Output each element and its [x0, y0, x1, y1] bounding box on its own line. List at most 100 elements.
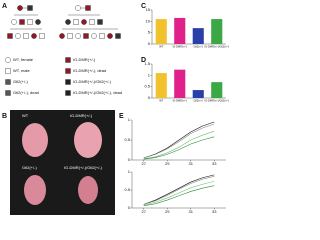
series-line — [143, 174, 215, 205]
legend-symbol — [5, 57, 11, 63]
embryo-label: WT — [22, 113, 29, 118]
y-tick-label: 1 — [148, 72, 151, 77]
legend-symbol — [65, 68, 71, 74]
embryo — [24, 175, 46, 205]
series-line — [143, 176, 215, 205]
x-tick-label: IG-DMR(+/-) — [173, 99, 187, 103]
panel-label: D — [141, 57, 146, 64]
legend-label: IG-DMR(+/-)/Gtl2(+/-), dead — [73, 90, 122, 95]
pedigree-male — [39, 33, 45, 39]
x-tick-label: IG-DMR(+/-)/Gtl2(+/-) — [204, 99, 229, 103]
bar — [155, 73, 167, 98]
panel-label: E — [119, 113, 124, 120]
x-tick-label: 33 — [212, 209, 217, 214]
pedigree-male — [99, 33, 105, 39]
y-tick-label: 1.5 — [144, 61, 150, 66]
pedigree-male — [67, 33, 73, 39]
pedigree-male — [73, 19, 79, 25]
pedigree-female — [31, 33, 37, 39]
bar — [192, 90, 204, 98]
bar — [211, 82, 223, 98]
series-line — [143, 121, 215, 159]
y-tick-label: 1 — [128, 169, 131, 174]
pedigree-male — [97, 19, 103, 25]
embryo — [74, 122, 102, 158]
panel-label: A — [2, 3, 7, 10]
pedigree-male — [89, 19, 95, 25]
x-tick-label: 31 — [189, 161, 194, 166]
legend-symbol — [65, 79, 71, 85]
pedigree-female — [17, 5, 23, 11]
legend-label: IG-DMR(+/-), dead — [73, 68, 106, 73]
x-tick-label: IG-DMR(+/-)/Gtl2(+/-) — [204, 45, 229, 49]
x-tick-label: Gtl2(+/-) — [193, 99, 203, 103]
embryo-label: Gtl2(+/-) — [22, 165, 37, 170]
y-tick-label: 0 — [128, 157, 131, 162]
legend-label: WT, female — [13, 57, 34, 62]
pedigree-female — [81, 19, 87, 25]
x-tick-label: 29 — [165, 161, 170, 166]
pedigree-female — [107, 33, 113, 39]
legend-symbol — [65, 90, 71, 96]
legend-symbol — [65, 57, 71, 63]
pedigree-male — [83, 33, 89, 39]
pedigree-male — [23, 33, 29, 39]
legend-label: Gtl2(+/-) — [13, 79, 28, 84]
x-tick-label: IG-DMR(+/-) — [173, 45, 187, 49]
pedigree-male — [19, 19, 25, 25]
legend-symbol — [5, 68, 11, 74]
x-tick-label: 27 — [142, 209, 147, 214]
figure: A B C D E WT IG-DMR(+/-) Gtl2(+/-) IG-DM… — [2, 3, 229, 215]
series-line — [143, 181, 215, 206]
y-tick-label: 0.5 — [124, 187, 130, 192]
x-tick-label: WT — [159, 45, 163, 49]
series-line — [143, 130, 215, 160]
pedigree-male — [27, 19, 33, 25]
y-tick-label: 0.5 — [124, 137, 130, 142]
pedigree-female — [91, 33, 97, 39]
photo-bg — [10, 110, 115, 215]
embryo — [22, 123, 48, 157]
y-tick-label: 0.5 — [144, 84, 150, 89]
embryo-label: IG-DMR(+/-)/Gtl2(+/-) — [64, 165, 103, 170]
pedigree-male — [27, 5, 33, 11]
pedigree-female — [65, 19, 71, 25]
x-tick-label: WT — [159, 99, 163, 103]
x-tick-label: 29 — [165, 209, 170, 214]
pedigree-male — [85, 5, 91, 11]
pedigree-female — [59, 33, 65, 39]
pedigree-male — [7, 33, 13, 39]
legend-label: IG-DMR(+/-)/Gtl2(+/-) — [73, 79, 112, 84]
series-line — [143, 136, 215, 160]
bar — [174, 17, 186, 44]
legend-label: WT, male — [13, 68, 30, 73]
pedigree-female — [15, 33, 21, 39]
x-tick-label: 33 — [212, 161, 217, 166]
panel-label: C — [141, 3, 146, 10]
y-tick-label: 15 — [146, 7, 151, 12]
x-tick-label: 27 — [142, 161, 147, 166]
legend-label: Gtl2(+/-), dead — [13, 90, 39, 95]
legend-symbol — [5, 79, 11, 85]
embryo-photos — [10, 110, 115, 215]
y-tick-label: 0 — [148, 95, 151, 100]
bar — [174, 69, 186, 98]
series-line — [143, 185, 215, 207]
embryo — [78, 176, 98, 204]
bar — [155, 19, 167, 44]
pedigree-female — [11, 19, 17, 25]
legend-symbol — [5, 90, 11, 96]
bar — [192, 28, 204, 44]
series-line — [143, 123, 215, 159]
y-tick-label: 0 — [148, 41, 151, 46]
embryo-label: IG-DMR(+/-) — [70, 113, 93, 118]
panel-label: B — [2, 113, 7, 120]
pedigree-female — [35, 19, 41, 25]
legend-label: IG-DMR(+/-) — [73, 57, 96, 62]
y-tick-label: 1 — [128, 117, 131, 122]
pedigree-female — [75, 5, 81, 11]
y-tick-label: 0 — [128, 205, 131, 210]
y-tick-label: 5 — [148, 30, 151, 35]
x-tick-label: Gtl2(+/-) — [193, 45, 203, 49]
pedigree-female — [75, 33, 81, 39]
